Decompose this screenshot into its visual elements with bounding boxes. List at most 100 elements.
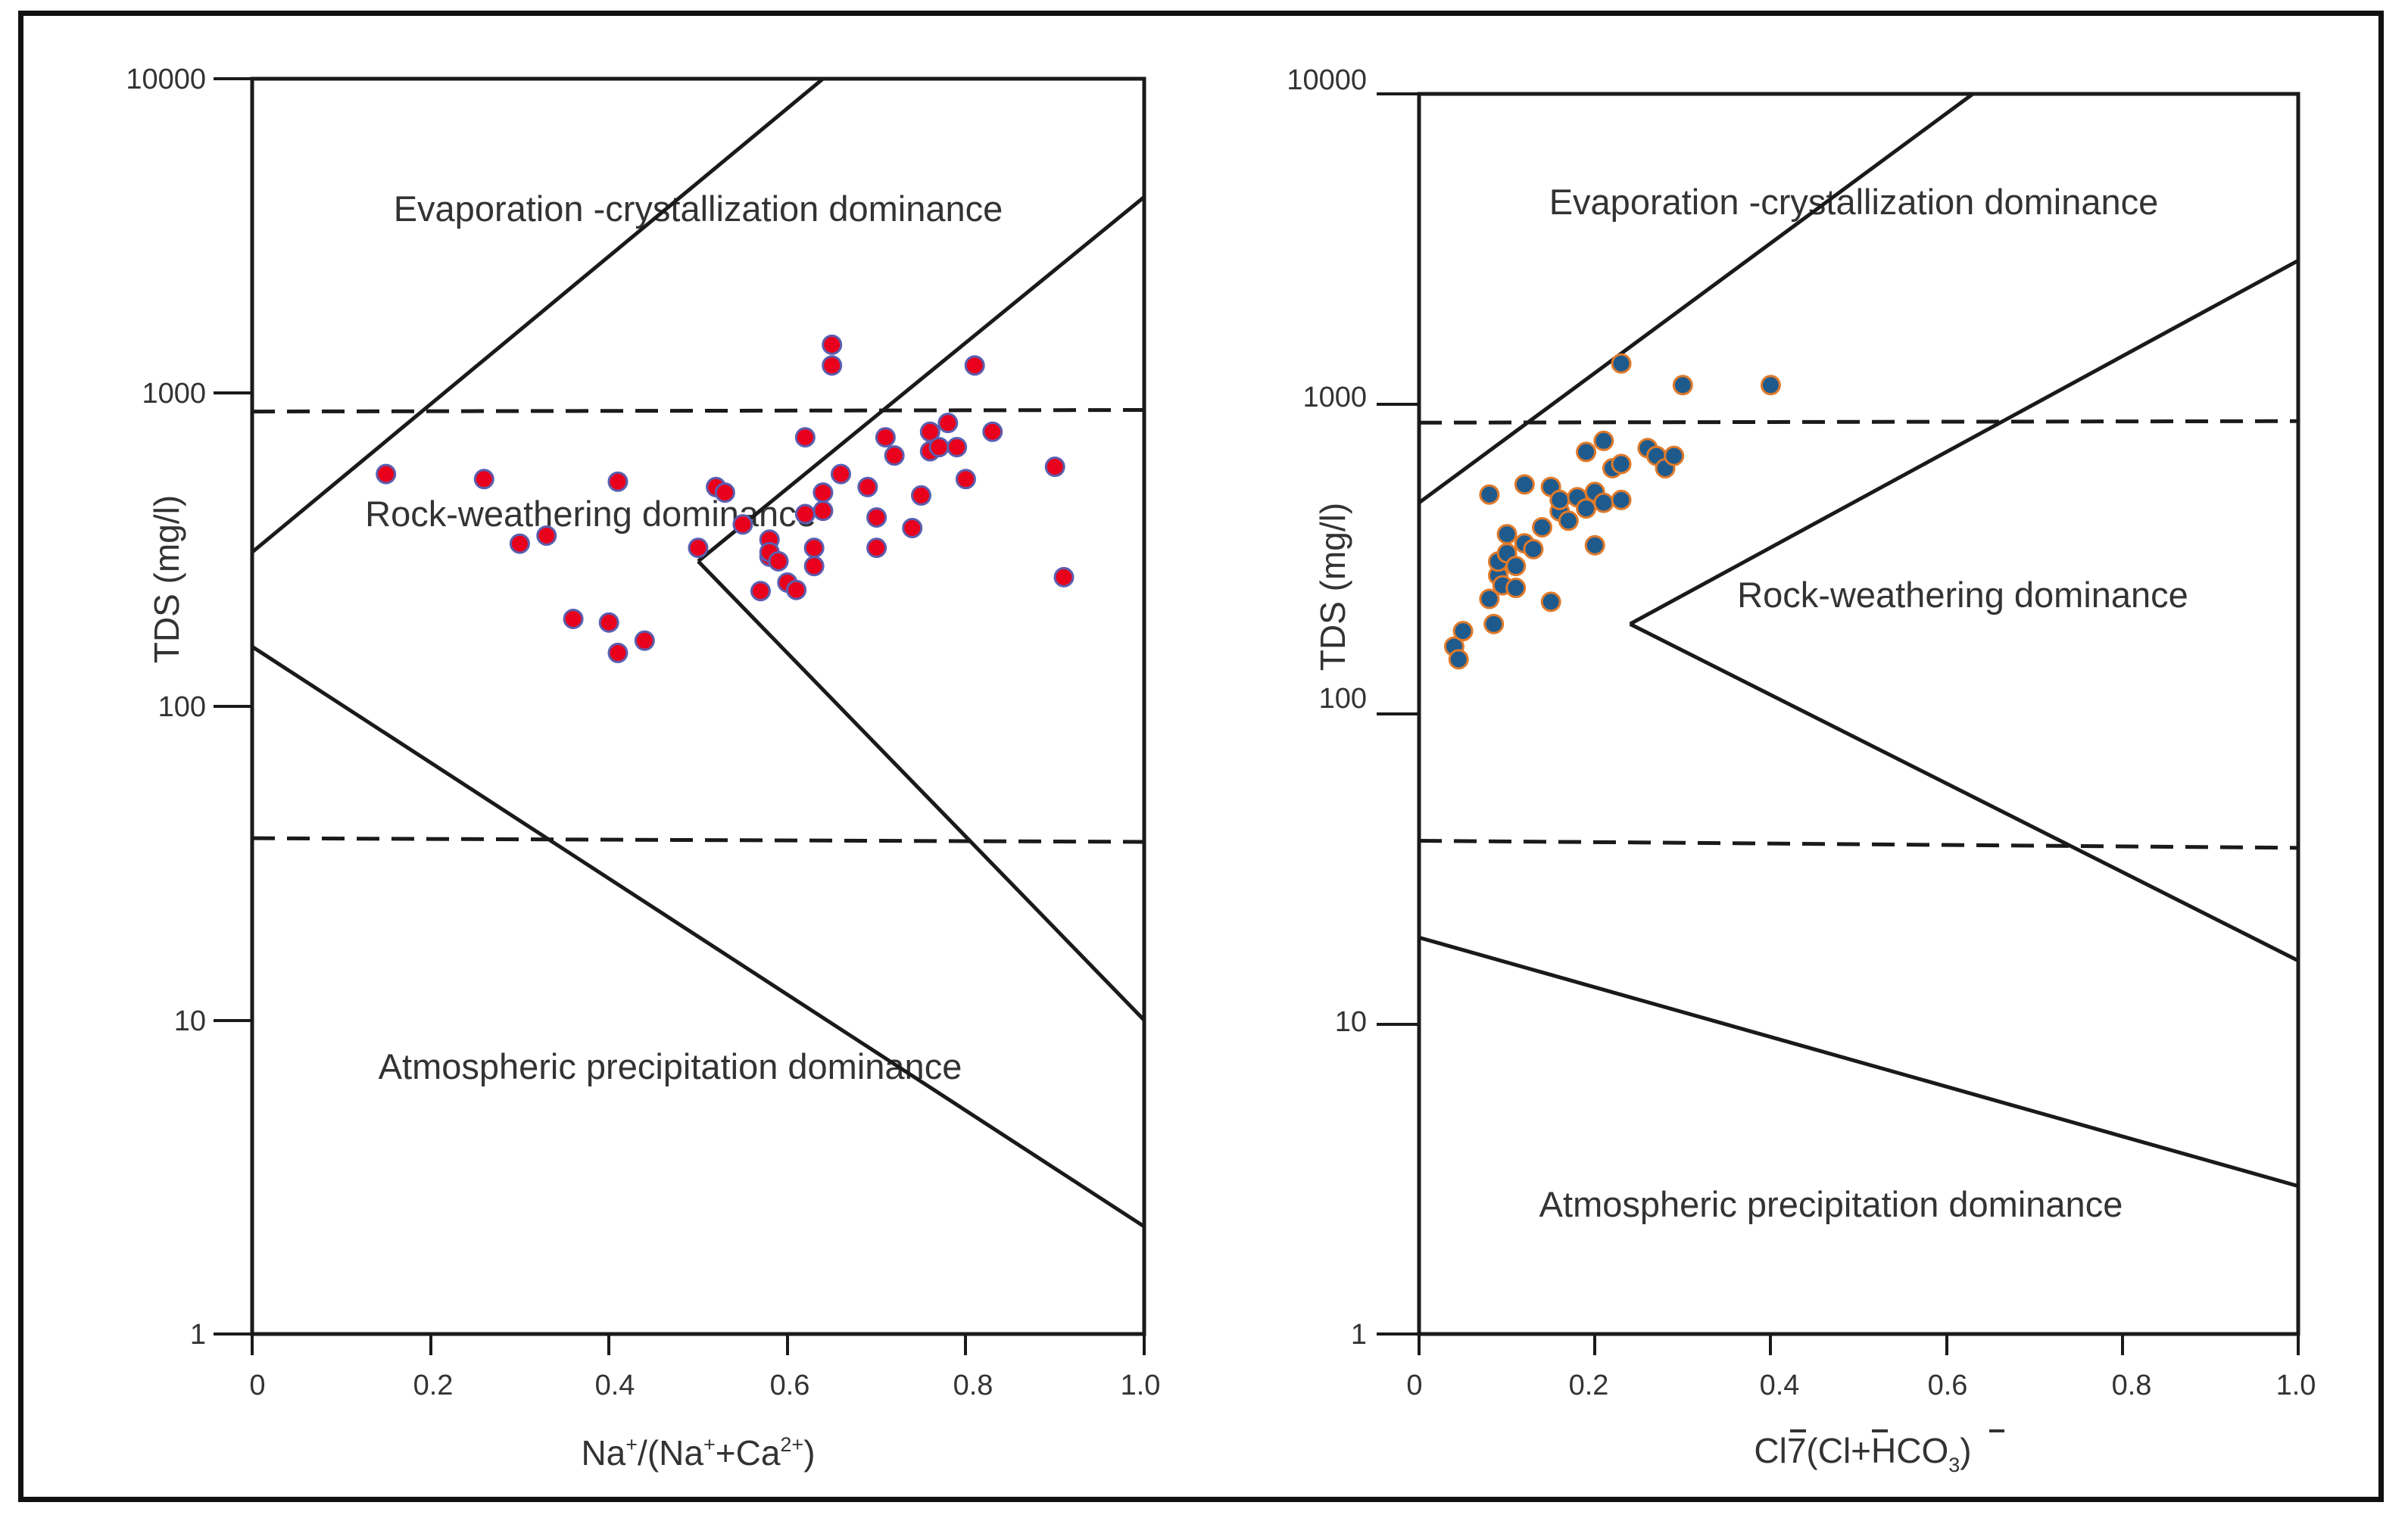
x-tick-label: 0 (1406, 1370, 1422, 1401)
data-point (1576, 441, 1597, 463)
x-tick-label: 0.2 (413, 1370, 454, 1401)
data-point (607, 642, 629, 663)
data-point (598, 612, 619, 633)
region-label-evaporation: Evaporation -crystallization dominance (1549, 182, 2159, 222)
boundary-line (697, 195, 1146, 563)
data-point (884, 445, 905, 466)
x-axis-title: Cl7(Cl+HCO3) (1754, 1431, 1971, 1476)
data-point (919, 421, 940, 442)
dashed-boundary-line (251, 836, 1145, 844)
data-point (1523, 538, 1544, 559)
data-point (911, 485, 931, 506)
region-label-atmospheric: Atmospheric precipitation dominance (379, 1046, 962, 1086)
boundary-line (1629, 622, 2300, 963)
data-point (875, 427, 896, 448)
x-tick-label: 1.0 (2276, 1370, 2316, 1401)
x-axis-title: Na+/(Na++Ca2+) (581, 1433, 815, 1473)
x-axis: 0 0.2 0.4 0.6 0.8 1.0 (1406, 1334, 2316, 1401)
dashed-boundary-line (251, 408, 1145, 414)
data-point (1044, 457, 1065, 478)
boundary-line (697, 559, 1146, 1022)
data-point (688, 538, 709, 559)
data-point (1448, 649, 1469, 670)
data-point (634, 630, 655, 651)
chart-left: 10000 1000 100 10 1 0 0.2 0.4 0.6 0.8 1.… (126, 64, 1160, 1473)
y-tick-label: 1000 (142, 378, 206, 410)
data-point (803, 556, 825, 577)
region-label-rock-weathering: Rock-weathering dominance (1737, 575, 2188, 615)
boundary-line (1418, 935, 2299, 1189)
boundary-line (1418, 92, 1974, 505)
data-point (563, 608, 584, 629)
data-point (947, 437, 968, 458)
dashed-boundary-line (1418, 838, 2299, 850)
data-point (964, 355, 985, 376)
data-point (509, 533, 530, 554)
data-point (1479, 484, 1500, 505)
x-axis: 0 0.2 0.4 0.6 0.8 1.0 (249, 1334, 1160, 1401)
data-point (928, 437, 950, 458)
x-tick-label: 0.8 (953, 1370, 993, 1401)
data-point (1576, 498, 1597, 519)
data-point (1505, 556, 1527, 577)
data-point (1672, 375, 1693, 396)
data-point (786, 579, 807, 600)
x-tick-label: 0.4 (595, 1370, 635, 1401)
x-tick-label: 0.2 (1569, 1370, 1609, 1401)
data-point (902, 517, 923, 538)
data-point (1611, 489, 1632, 510)
data-point (1496, 524, 1517, 545)
data-point (1611, 453, 1632, 475)
data-point (982, 421, 1003, 442)
x-tick-label: 0.4 (1760, 1370, 1800, 1401)
boundary-lines-left (251, 77, 1146, 1229)
data-point (794, 503, 816, 525)
data-point (813, 500, 834, 522)
data-point (1593, 430, 1614, 451)
y-axis-title: TDS (mg/l) (1313, 503, 1352, 671)
boundary-lines-right (1418, 92, 2300, 1189)
data-point (1505, 578, 1527, 599)
data-point (830, 463, 851, 485)
data-point (1483, 613, 1505, 634)
data-point (955, 469, 976, 490)
chart-right: 10000 1000 100 10 1 0 0.2 0.4 0.6 0.8 1.… (1287, 64, 2316, 1476)
data-point (473, 469, 494, 490)
data-point (857, 476, 878, 497)
x-tick-label: 0.6 (1928, 1370, 1968, 1401)
x-tick-label: 0 (249, 1370, 265, 1401)
data-point (803, 538, 825, 559)
data-point (607, 471, 629, 492)
data-point (1514, 474, 1535, 495)
y-tick-label: 10 (1335, 1006, 1367, 1038)
data-point (1558, 510, 1579, 531)
data-point (1760, 375, 1781, 396)
data-point (937, 413, 959, 434)
x-tick-label: 0.6 (770, 1370, 810, 1401)
figure-frame (18, 11, 2384, 1502)
y-tick-label: 10 (174, 1005, 206, 1037)
data-point (1532, 516, 1553, 538)
plot-area-frame (250, 76, 1146, 1336)
data-points-left (376, 334, 1075, 663)
data-point (1584, 535, 1605, 556)
data-point (1664, 445, 1685, 466)
region-label-atmospheric: Atmospheric precipitation dominance (1539, 1184, 2123, 1224)
boundary-line (251, 645, 1146, 1229)
boundary-line (251, 77, 825, 554)
y-tick-label: 100 (158, 691, 206, 723)
y-tick-label: 1 (1351, 1319, 1367, 1351)
y-axis: 10000 1000 100 10 1 (126, 64, 254, 1351)
y-tick-label: 1000 (1302, 382, 1367, 413)
y-tick-label: 1 (190, 1319, 206, 1351)
data-point (813, 482, 834, 503)
data-point (794, 427, 816, 448)
data-point (536, 525, 557, 546)
boundary-line (1629, 258, 2300, 626)
x-tick-label: 0.8 (2112, 1370, 2152, 1401)
data-point (822, 355, 843, 376)
y-axis-title: TDS (mg/l) (147, 495, 186, 663)
dashed-boundary-line (1418, 419, 2299, 425)
data-point (1593, 492, 1614, 513)
